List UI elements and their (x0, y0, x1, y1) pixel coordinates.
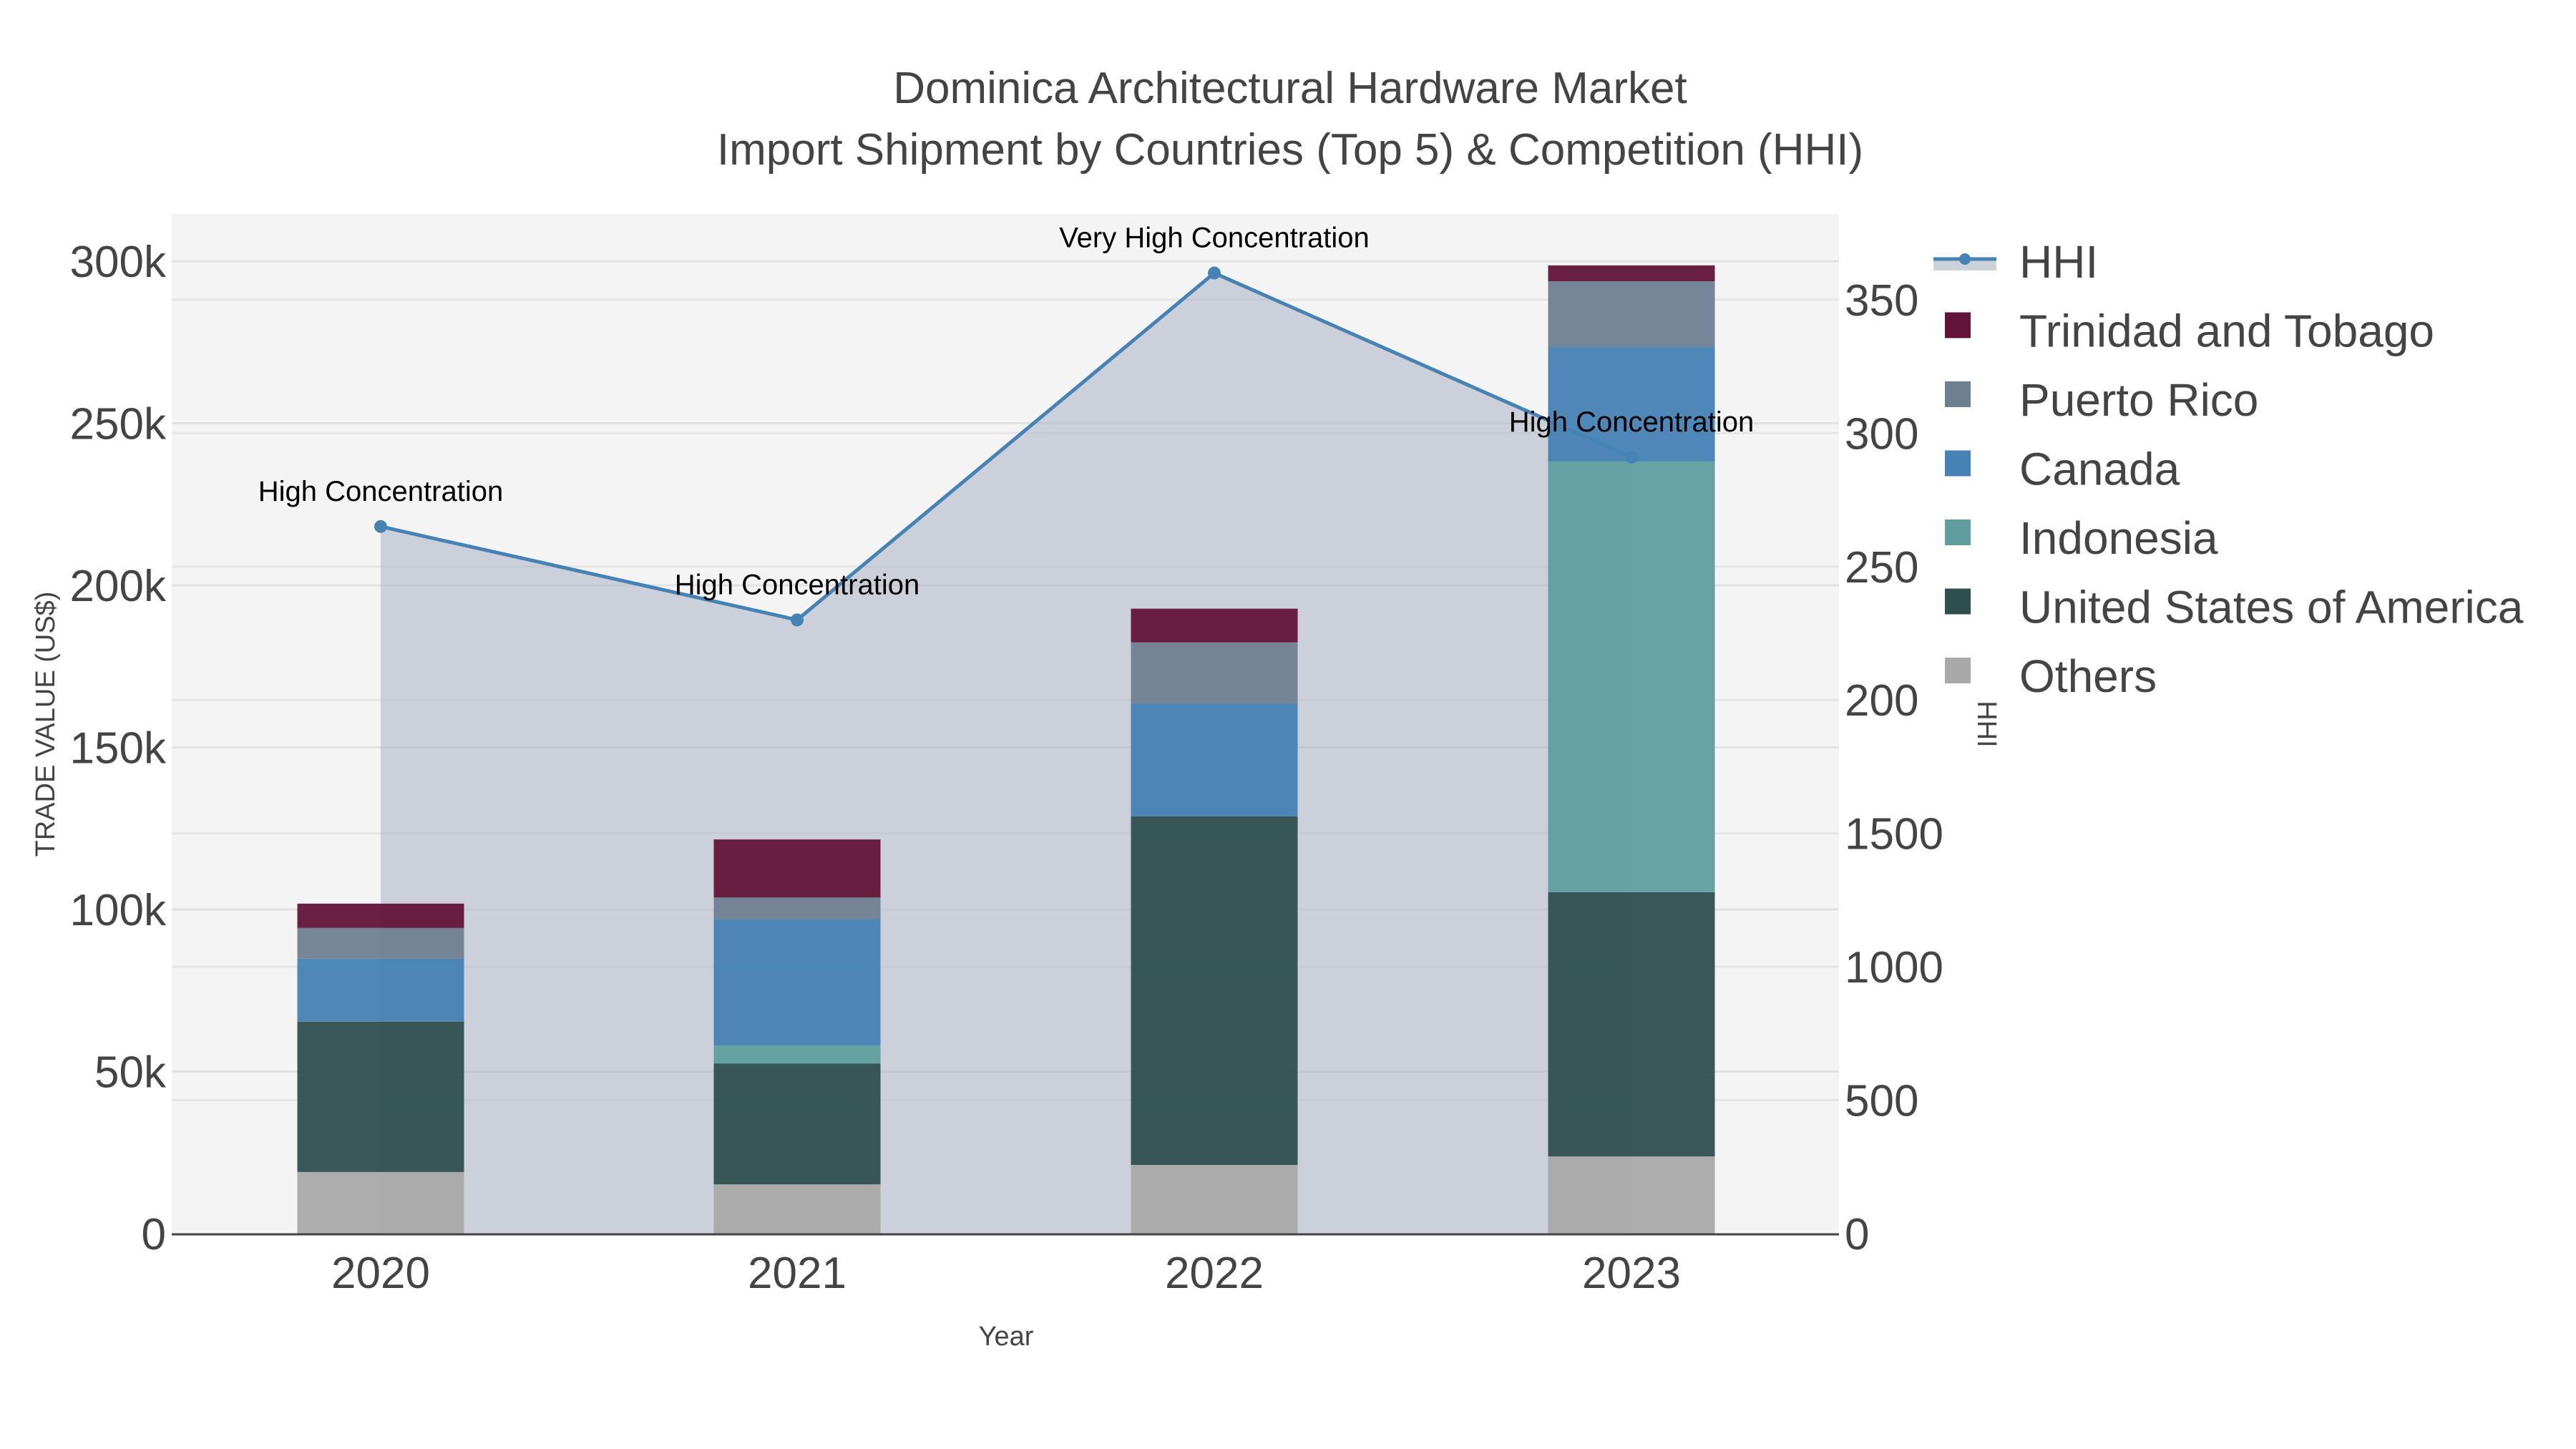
legend-label: Trinidad and Tobago (2019, 306, 2434, 357)
legend-item-others[interactable]: Others (1945, 650, 2157, 702)
hhi-line (374, 266, 1638, 627)
bar-segment[interactable] (1548, 347, 1715, 462)
x-tick-label: 2021 (748, 1249, 847, 1298)
y-left-tick-label: 200k (70, 562, 167, 611)
y-left-tick-label: 150k (70, 724, 167, 774)
bar-segment[interactable] (297, 927, 464, 959)
legend-swatch-icon (1945, 312, 1971, 338)
bar-segment[interactable] (713, 1045, 881, 1064)
bar-segment[interactable] (1131, 703, 1298, 816)
x-ticks: 2020 2021 2022 2023 (331, 1249, 1681, 1298)
y-left-tick-label: 250k (70, 400, 167, 449)
y-right-tick-label: 1000 (1845, 943, 1943, 992)
legend-label: Others (2019, 650, 2157, 702)
hhi-point[interactable] (1625, 450, 1638, 464)
bar-segment[interactable] (297, 958, 464, 1022)
bar-segment[interactable] (1548, 281, 1715, 348)
y-right-tick-label: 500 (1845, 1077, 1918, 1126)
legend-label: United States of America (2019, 582, 2524, 633)
legend-swatch-icon (1945, 450, 1971, 477)
bar-stack-2021[interactable] (713, 839, 881, 1234)
legend-line-icon (1959, 253, 1971, 265)
chart-title-line2: Import Shipment by Countries (Top 5) & C… (717, 125, 1863, 175)
legend-label: HHI (2019, 236, 2098, 288)
hhi-annotation: Very High Concentration (1059, 223, 1370, 254)
bar-segment[interactable] (1131, 1164, 1298, 1234)
hhi-annotation: High Concentration (258, 476, 503, 507)
bar-segment[interactable] (297, 1171, 464, 1234)
hhi-area-fill (381, 273, 1631, 1234)
legend-swatch-icon (1945, 519, 1971, 545)
bar-segment[interactable] (1548, 892, 1715, 1157)
bar-segment[interactable] (1548, 1156, 1715, 1234)
legend-item-indonesia[interactable]: Indonesia (1945, 512, 2218, 564)
bar-segment[interactable] (297, 903, 464, 928)
hhi-annotation: High Concentration (1509, 406, 1754, 438)
x-tick-label: 2023 (1582, 1249, 1681, 1298)
bar-stack-2020[interactable] (297, 903, 464, 1234)
bar-segment[interactable] (1548, 461, 1715, 892)
bar-segment[interactable] (1131, 608, 1298, 643)
y-right-tick-label: 200 (1845, 676, 1918, 726)
x-axis-title: Year (979, 1322, 1034, 1352)
legend-label: Indonesia (2019, 512, 2218, 564)
bar-stack-2023[interactable] (1548, 265, 1715, 1234)
y-left-ticks: 0 50k 100k 150k 200k 250k 300k (70, 238, 167, 1259)
hhi-point[interactable] (1208, 266, 1221, 280)
bar-segment[interactable] (1131, 816, 1298, 1165)
bar-segment[interactable] (713, 839, 881, 898)
y-right-tick-label: 350 (1845, 276, 1918, 326)
y-left-tick-label: 0 (142, 1210, 166, 1259)
legend-swatch-icon (1945, 658, 1971, 683)
chart-title-line1: Dominica Architectural Hardware Market (893, 64, 1687, 113)
legend-label: Puerto Rico (2019, 374, 2258, 426)
y-left-axis-title: TRADE VALUE (US$) (31, 592, 61, 857)
x-tick-label: 2020 (331, 1249, 430, 1298)
bar-segment[interactable] (297, 1021, 464, 1172)
y-right-tick-label: 300 (1845, 409, 1918, 459)
legend-item-trinidad-and-tobago[interactable]: Trinidad and Tobago (1945, 306, 2434, 357)
legend-label: Canada (2019, 444, 2180, 495)
y-left-tick-label: 300k (70, 238, 167, 287)
y-right-ticks: 0 500 1000 1500 200 250 300 350 (1845, 276, 1943, 1259)
bar-segment[interactable] (1131, 642, 1298, 703)
y-right-tick-label: 1500 (1845, 810, 1943, 859)
legend-item-united-states-of-america[interactable]: United States of America (1945, 582, 2524, 633)
stacked-bars (297, 265, 1715, 1234)
legend-swatch-icon (1945, 588, 1971, 615)
bar-segment[interactable] (713, 1184, 881, 1234)
y-left-tick-label: 100k (70, 886, 167, 935)
x-tick-label: 2022 (1165, 1249, 1264, 1298)
hhi-annotations: High Concentration High Concentration Very… (258, 223, 1754, 601)
bar-segment[interactable] (713, 897, 881, 920)
y-right-tick-label: 250 (1845, 543, 1918, 592)
y-left-tick-label: 50k (94, 1048, 167, 1098)
legend-item-puerto-rico[interactable]: Puerto Rico (1945, 374, 2258, 426)
hhi-point[interactable] (374, 519, 387, 533)
legend-item-hhi[interactable]: HHI (1933, 236, 2098, 288)
legend-swatch-icon (1945, 381, 1971, 407)
bar-stack-2022[interactable] (1131, 608, 1298, 1234)
y-right-axis-title: HHI (1971, 701, 2001, 747)
hhi-annotation: High Concentration (675, 569, 919, 600)
bar-segment[interactable] (1548, 265, 1715, 282)
bar-segment[interactable] (713, 1063, 881, 1185)
legend: HHI Trinidad and Tobago Puerto Rico Canada I… (1933, 236, 2524, 702)
y-right-tick-label: 0 (1845, 1210, 1869, 1259)
hhi-point[interactable] (791, 613, 804, 627)
legend-item-canada[interactable]: Canada (1945, 444, 2180, 495)
bar-segment[interactable] (713, 919, 881, 1046)
